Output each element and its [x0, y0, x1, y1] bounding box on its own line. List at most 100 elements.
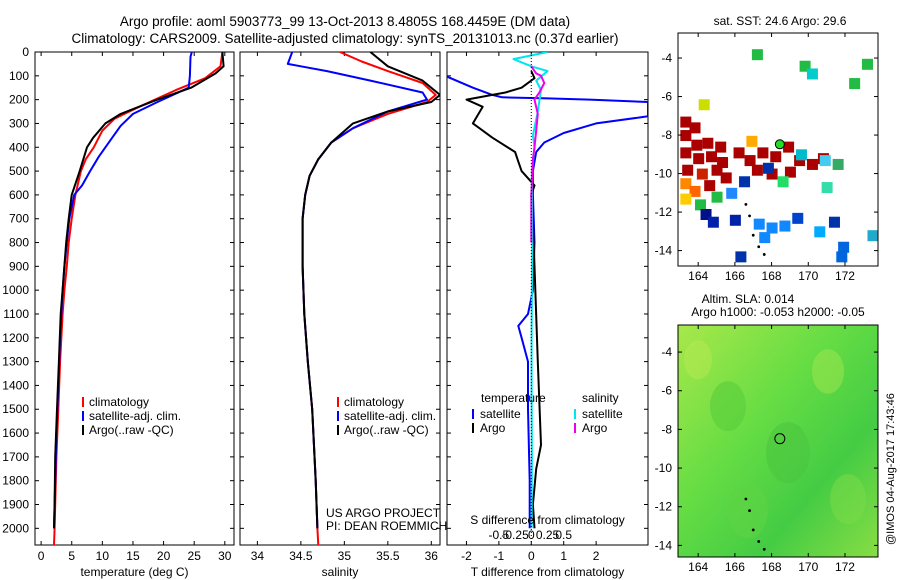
sst-cell — [695, 199, 707, 211]
depth-tick-label: 1000 — [2, 283, 29, 297]
sst-cell — [814, 226, 826, 238]
map-x-tick-label: 164 — [688, 560, 708, 574]
legend-header: temperature — [481, 391, 546, 405]
s-tick-label: -0.5 — [489, 528, 510, 542]
depth-tick-label: 200 — [9, 93, 29, 107]
sst-cell — [795, 149, 807, 161]
sla-blotch — [830, 473, 866, 525]
sst-cell — [680, 116, 692, 128]
x-tick-label: 35.5 — [376, 549, 400, 563]
sst-cell — [702, 137, 714, 149]
sst-cell — [707, 216, 719, 228]
x-axis-label: T difference from climatology — [471, 565, 625, 579]
depth-tick-label: 1700 — [2, 450, 29, 464]
series-line-climatology — [53, 52, 224, 545]
sst-cell — [849, 78, 861, 90]
depth-tick-label: 1500 — [2, 402, 29, 416]
map-frame — [677, 324, 879, 558]
map-x-tick-label: 164 — [688, 269, 708, 283]
sst-cell — [744, 155, 756, 167]
island-mark — [757, 245, 761, 249]
sst-cell — [682, 164, 694, 176]
sst-cell — [777, 176, 789, 188]
sst-cell — [726, 187, 738, 199]
sst-cell — [821, 182, 833, 194]
x-tick-label: 35 — [338, 549, 352, 563]
s-tick-label: 0.5 — [555, 528, 572, 542]
temperature-panel: 0 5 10 15 20 25 30 temperature (deg C) climatolo… — [34, 51, 235, 579]
project-label: US ARGO PROJECT — [326, 506, 441, 520]
sst-cell — [733, 147, 745, 159]
legend-label: satellite-adj. clim. — [89, 409, 181, 423]
x-tick-label: 36 — [425, 549, 439, 563]
sla-blotch — [766, 421, 810, 484]
series-line-t-argo — [465, 70, 542, 529]
sst-cell — [680, 130, 692, 142]
sst-cell — [696, 168, 708, 180]
title-line-1: Argo profile: aoml 5903773_99 13-Oct-201… — [120, 14, 570, 29]
depth-tick-label: 600 — [9, 188, 29, 202]
legend-label: climatology — [344, 395, 404, 409]
sst-cell — [691, 139, 703, 151]
map-x-tick-label: 172 — [835, 269, 855, 283]
sst-cell — [819, 155, 831, 167]
legend-label: satellite-adj. clim. — [344, 409, 436, 423]
map-x-tick-label: 168 — [762, 560, 782, 574]
x-tick-label: 34.5 — [289, 549, 313, 563]
sst-cell — [751, 164, 763, 176]
x-tick-label: 5 — [68, 549, 75, 563]
series-line-s-satellite — [512, 52, 549, 529]
sst-cell — [700, 209, 712, 221]
x-tick-label: 0 — [528, 549, 535, 563]
map-content — [678, 325, 878, 557]
series-line-argo-raw-qc- — [53, 52, 225, 529]
map-frame — [677, 32, 879, 267]
sst-cell — [720, 172, 732, 184]
sst-cell — [706, 151, 718, 163]
sst-cell — [832, 158, 844, 170]
legend-header: salinity — [582, 391, 619, 405]
sla-blotch — [684, 340, 712, 380]
sst-cell — [680, 178, 692, 190]
float-marker — [774, 433, 786, 445]
series-line-s-argo — [530, 65, 546, 243]
sst-cell — [828, 216, 840, 228]
s-tick-label: -0.25 — [501, 528, 529, 542]
map-y-tick-label: -4 — [661, 345, 672, 359]
depth-tick-label: 1200 — [2, 331, 29, 345]
depth-tick-label: 2000 — [2, 521, 29, 535]
depth-tick-label: 300 — [9, 116, 29, 130]
x-tick-label: 1 — [560, 549, 567, 563]
depth-tick-label: 700 — [9, 212, 29, 226]
map-x-tick-label: 166 — [725, 269, 745, 283]
x-tick-label: 2 — [593, 549, 600, 563]
sst-cell — [746, 135, 758, 147]
map-x-tick-label: 170 — [798, 269, 818, 283]
island-mark — [748, 214, 751, 218]
sst-cell — [762, 162, 774, 174]
island-mark — [762, 547, 766, 551]
sst-cell — [784, 166, 796, 178]
map-y-tick-label: -8 — [661, 422, 672, 436]
map-x-tick-label: 166 — [725, 560, 745, 574]
plot-frame — [34, 51, 235, 546]
sst-cell — [757, 147, 769, 159]
x-tick-label: 25 — [188, 549, 202, 563]
series-line-climatology — [301, 52, 437, 545]
map-content — [680, 49, 878, 263]
sst-cell — [783, 141, 795, 153]
sst-cell — [717, 157, 729, 169]
series-line-satellite-adj-clim- — [286, 52, 428, 529]
x-tick-label: 15 — [126, 549, 140, 563]
sst-cell — [715, 141, 727, 153]
depth-tick-label: 900 — [9, 259, 29, 273]
sst-cell — [698, 99, 710, 111]
map-y-tick-label: -12 — [655, 205, 673, 219]
x-tick-label: 34 — [251, 549, 265, 563]
sst-cell — [680, 147, 692, 159]
s-tick-label: 0.25 — [536, 528, 560, 542]
sla-map-title-2: Argo h1000: -0.053 h2000: -0.05 — [691, 305, 865, 319]
plot-frame — [239, 51, 441, 546]
island-mark — [757, 540, 761, 543]
